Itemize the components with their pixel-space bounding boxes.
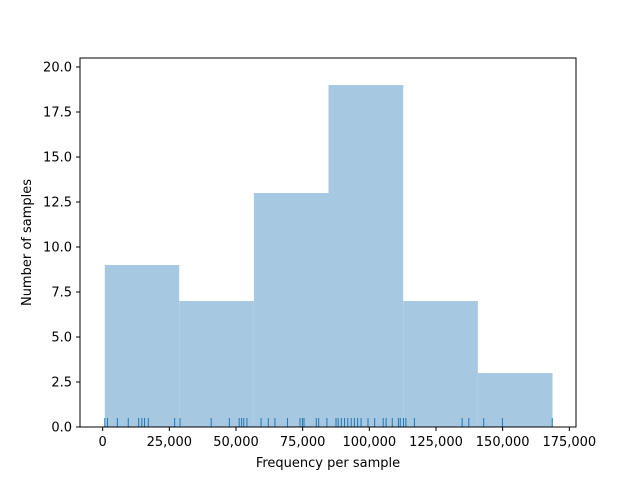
x-tick-label-1: 25,000	[147, 435, 193, 450]
x-axis-ticks: 0 25,000 50,000 75,000 100,000 125,000 150,000…	[99, 427, 596, 450]
y-tick-label-1: 2.5	[51, 376, 72, 391]
histogram-bars	[104, 85, 553, 427]
y-tick-label-5: 12.5	[43, 196, 72, 211]
x-tick-label-4: 100,000	[342, 435, 396, 450]
x-tick-label-0: 0	[99, 435, 107, 450]
x-tick-label-7: 175,000	[542, 435, 596, 450]
y-tick-label-4: 10.0	[43, 241, 72, 256]
rug-marks	[104, 418, 553, 427]
x-tick-label-3: 75,000	[280, 435, 326, 450]
x-tick-label-2: 50,000	[213, 435, 259, 450]
plot-frame	[79, 57, 577, 428]
x-tick-label-6: 150,000	[476, 435, 530, 450]
y-tick-label-0: 0.0	[51, 421, 72, 436]
x-axis-label: Frequency per sample	[256, 456, 400, 471]
histogram-bar-3	[328, 85, 404, 427]
histogram-bar-2	[253, 193, 329, 427]
histogram-bar-0	[104, 265, 180, 427]
y-tick-label-2: 5.0	[51, 331, 72, 346]
histogram-bar-4	[403, 301, 478, 427]
y-axis-label: Number of samples	[20, 179, 35, 306]
histogram-bar-5	[477, 373, 553, 427]
x-tick-label-5: 125,000	[409, 435, 463, 450]
y-tick-label-7: 17.5	[43, 106, 72, 121]
histogram-bar-1	[179, 301, 254, 427]
y-axis-ticks: 0.0 2.5 5.0 7.5 10.0 12.5 15.0 17.5 20.0	[43, 61, 80, 436]
y-tick-label-8: 20.0	[43, 61, 72, 76]
y-tick-label-3: 7.5	[51, 286, 72, 301]
y-tick-label-6: 15.0	[43, 151, 72, 166]
